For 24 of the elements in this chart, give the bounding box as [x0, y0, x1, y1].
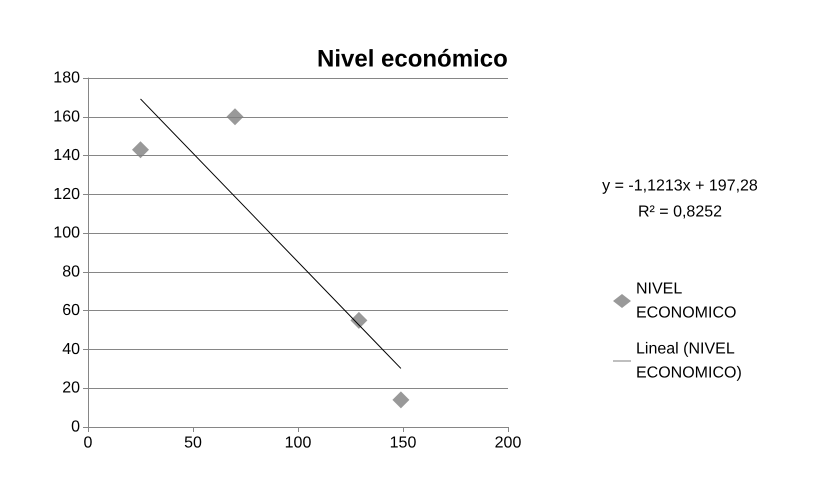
point	[226, 108, 244, 126]
point	[350, 312, 368, 329]
y-tick-label: 160	[53, 108, 80, 126]
x-tick-label: 150	[390, 434, 416, 452]
y-tick-label: 120	[53, 186, 80, 203]
point	[132, 141, 149, 158]
point	[392, 391, 410, 408]
y-tick-label: 60	[62, 302, 80, 320]
y-tick-label: 80	[62, 263, 80, 280]
y-tick-label: 0	[71, 418, 80, 436]
x-tick-label: 100	[284, 434, 312, 452]
y-tick-label: 20	[62, 380, 80, 397]
y-tick-label: 140	[53, 147, 80, 164]
x-tick-label: 0	[84, 434, 93, 452]
legend-label: NIVEL ECONOMICO	[636, 280, 736, 322]
y-tick-label: 40	[62, 340, 80, 358]
y-tick-label: 180	[53, 70, 80, 86]
y-tick-label: 100	[53, 224, 80, 242]
text: y = -1,1213x + 197,28	[602, 178, 758, 194]
chart-title: Nivel económico	[317, 46, 508, 72]
x-tick-label: 200	[494, 434, 522, 452]
x-tick-label: 50	[184, 434, 202, 452]
text: R² = 0,8252	[638, 204, 722, 220]
legend-label: Lineal (NIVEL ECONOMICO)	[636, 340, 742, 382]
